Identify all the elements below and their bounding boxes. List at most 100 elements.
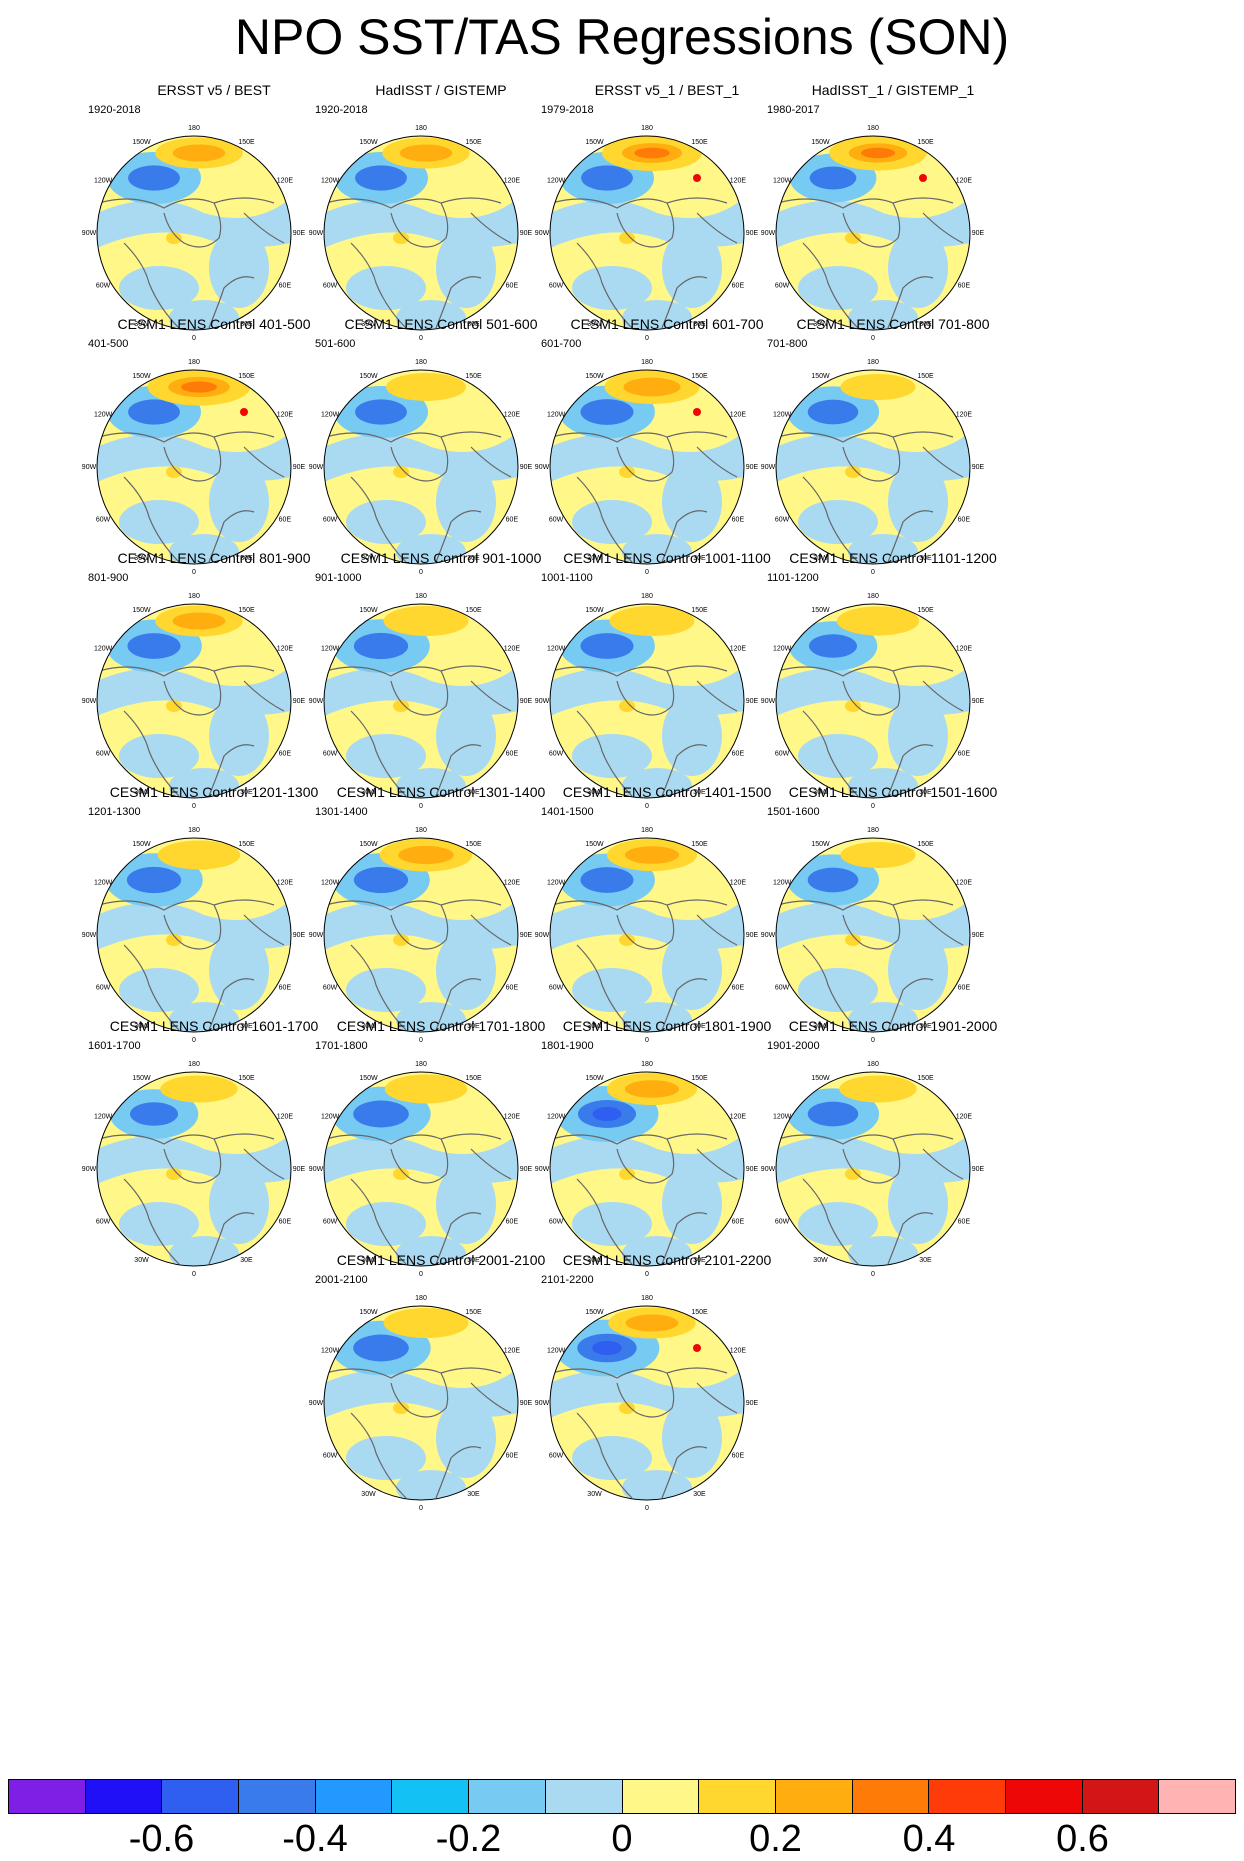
- longitude-label: 150W: [132, 841, 151, 848]
- panel-period: 1501-1600: [767, 806, 820, 818]
- longitude-label: 60W: [323, 985, 338, 992]
- longitude-label: 120E: [277, 646, 294, 653]
- longitude-label: 60W: [549, 1219, 564, 1226]
- coastline: [325, 1367, 502, 1379]
- longitude-label: 30E: [240, 1257, 253, 1264]
- coastline: [842, 670, 901, 716]
- coastline: [123, 944, 180, 1031]
- longitude-label: 180: [188, 125, 200, 132]
- coastline: [98, 899, 275, 911]
- longitude-label: 30E: [693, 1023, 706, 1030]
- longitude-label: 150E: [465, 373, 482, 380]
- longitude-label: 180: [415, 1061, 427, 1068]
- longitude-label: 120W: [321, 178, 340, 185]
- panel-period: 1301-1400: [315, 806, 368, 818]
- negative-region: [848, 1236, 918, 1266]
- map-boundary: [775, 1071, 971, 1267]
- longitude-label: 30W: [361, 1023, 376, 1030]
- longitude-label: 30E: [467, 1491, 480, 1498]
- longitude-label: 30E: [693, 1257, 706, 1264]
- negative-region: [209, 930, 269, 1010]
- coastline: [777, 431, 954, 443]
- coastline: [551, 665, 728, 677]
- longitude-label: 90E: [520, 230, 533, 237]
- longitude-label: 90E: [972, 932, 985, 939]
- coastline: [390, 670, 449, 716]
- longitude-label: 180: [188, 1061, 200, 1068]
- strong-positive-anomaly: [693, 408, 701, 416]
- panel-period: 2101-2200: [541, 1274, 594, 1286]
- polar-map: 180 150E 120E 90E 60E 30E 0 30W 60W 90W 120W 150W: [761, 827, 985, 1044]
- longitude-label: 30E: [919, 1257, 932, 1264]
- longitude-label: 150E: [238, 373, 255, 380]
- panel-title: CESM1 LENS Control 2101-2200: [562, 1252, 772, 1268]
- coastline: [470, 212, 512, 244]
- longitude-label: 150E: [465, 841, 482, 848]
- coastline: [208, 510, 255, 563]
- longitude-label: 120E: [730, 880, 747, 887]
- coastline: [350, 1412, 407, 1499]
- negative-anomaly: [580, 633, 634, 659]
- negative-region: [572, 1436, 652, 1480]
- map-boundary: [323, 603, 519, 799]
- colorbar-box: [392, 1780, 470, 1813]
- longitude-label: 120W: [94, 178, 113, 185]
- negative-region: [662, 228, 722, 308]
- coastline: [350, 944, 407, 1031]
- coastline: [163, 670, 222, 716]
- longitude-label: 120W: [547, 412, 566, 419]
- colorbar-box: [1005, 1780, 1083, 1813]
- longitude-label: 120W: [547, 646, 566, 653]
- negative-anomaly: [807, 399, 859, 425]
- longitude-label: 30W: [587, 789, 602, 796]
- longitude-label: 120E: [956, 178, 973, 185]
- panel-period: 1901-2000: [767, 1040, 820, 1052]
- longitude-label: 90E: [972, 464, 985, 471]
- longitude-label: 30E: [240, 1023, 253, 1030]
- positive-anomaly: [383, 1308, 469, 1338]
- map-panel: CESM1 LENS Control 1001-1100 1001-1100 180…: [535, 550, 797, 818]
- longitude-label: 120E: [956, 646, 973, 653]
- polar-map: 180 150E 120E 90E 60E 30E 0 30W 60W 90W 120W 150W: [82, 359, 306, 576]
- map-panel: CESM1 LENS Control 901-1000 901-1000 180 15…: [309, 550, 571, 818]
- longitude-label: 150W: [359, 1075, 378, 1082]
- coastline: [661, 744, 708, 797]
- negative-anomaly: [581, 165, 633, 191]
- longitude-label: 60E: [732, 751, 745, 758]
- longitude-label: 180: [867, 827, 879, 834]
- longitude-label: 30E: [693, 555, 706, 562]
- longitude-label: 30W: [587, 1491, 602, 1498]
- negative-anomaly: [808, 634, 858, 658]
- longitude-label: 120E: [277, 880, 294, 887]
- positive-anomaly: [609, 606, 695, 636]
- positive-anomaly: [166, 700, 182, 712]
- coastline: [123, 710, 180, 797]
- longitude-label: 90W: [309, 464, 324, 471]
- negative-region: [346, 500, 426, 544]
- coastline: [163, 436, 222, 482]
- coastline: [208, 744, 255, 797]
- longitude-label: 180: [188, 827, 200, 834]
- polar-map: 180 150E 120E 90E 60E 30E 0 30W 60W 90W 120W 150W: [309, 359, 533, 576]
- longitude-label: 60W: [323, 517, 338, 524]
- map-panel: HadISST_1 / GISTEMP_1 1980-2017 180 150E 120…: [761, 82, 1023, 350]
- coastline: [802, 944, 859, 1031]
- map-boundary: [549, 603, 745, 799]
- longitude-label: 90E: [520, 932, 533, 939]
- longitude-label: 60W: [323, 1453, 338, 1460]
- negative-region: [346, 1436, 426, 1480]
- positive-anomaly: [166, 1168, 182, 1180]
- coastline: [696, 680, 738, 712]
- longitude-label: 150E: [691, 1075, 708, 1082]
- positive-anomaly: [619, 700, 635, 712]
- longitude-label: 60E: [732, 985, 745, 992]
- positive-anomaly: [845, 1168, 861, 1180]
- negative-region: [662, 696, 722, 776]
- longitude-label: 150W: [132, 139, 151, 146]
- longitude-label: 180: [188, 359, 200, 366]
- map-boundary: [323, 1071, 519, 1267]
- negative-anomaly: [353, 866, 409, 894]
- longitude-label: 30W: [587, 1023, 602, 1030]
- colorbar-tick-label: 0.4: [902, 1818, 956, 1860]
- panel-period: 1920-2018: [88, 104, 141, 116]
